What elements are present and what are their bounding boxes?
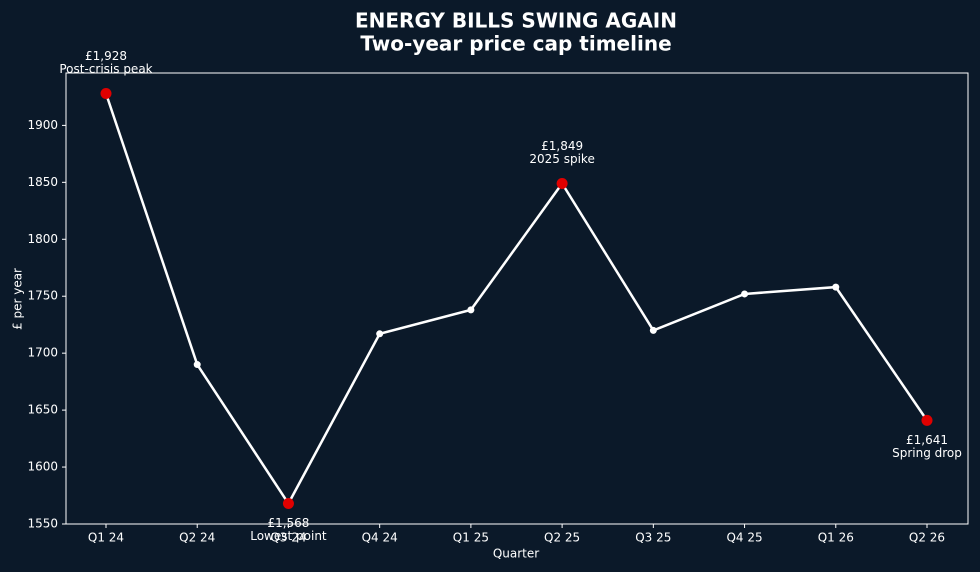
marker	[193, 361, 201, 369]
marker	[467, 306, 475, 314]
annotation-value: £1,928	[85, 49, 127, 63]
highlight-marker	[282, 498, 294, 509]
y-tick-label: 1800	[27, 232, 58, 246]
annotation-text: Lowest point	[250, 529, 327, 543]
x-tick-label: Q3 24	[270, 531, 306, 545]
annotation-text: Post-crisis peak	[59, 62, 152, 76]
chart-title: ENERGY BILLS SWING AGAIN	[355, 9, 677, 33]
annotation-text: Spring drop	[892, 446, 962, 460]
annotation-text: 2025 spike	[529, 152, 594, 166]
x-tick-label: Q1 24	[88, 531, 124, 545]
annotation-value: £1,641	[906, 433, 948, 447]
marker	[376, 330, 384, 338]
x-axis-label: Quarter	[493, 547, 539, 561]
y-tick-label: 1650	[27, 403, 58, 417]
y-tick-label: 1900	[27, 118, 58, 132]
annotation-value: £1,568	[267, 516, 309, 530]
x-tick-label: Q1 25	[453, 531, 489, 545]
y-tick-label: 1750	[27, 289, 58, 303]
marker	[649, 326, 657, 334]
plot-frame	[65, 72, 969, 525]
y-axis-label: £ per year	[11, 268, 25, 330]
y-tick-label: 1550	[27, 517, 58, 531]
highlight-marker	[921, 414, 933, 426]
chart-subtitle: Two-year price cap timeline	[360, 32, 671, 56]
x-tick-label: Q3 25	[635, 531, 671, 545]
x-tick-label: Q2 25	[544, 531, 580, 545]
y-tick-label: 1700	[27, 346, 58, 360]
annotation-value: £1,849	[541, 139, 583, 153]
highlight-marker	[100, 88, 112, 99]
y-tick-label: 1600	[27, 460, 58, 474]
marker	[832, 283, 840, 291]
highlight-marker	[556, 177, 568, 189]
x-tick-label: Q1 26	[818, 531, 854, 545]
x-tick-label: Q2 24	[179, 531, 215, 545]
x-tick-label: Q2 26	[909, 531, 945, 545]
x-tick-label: Q4 24	[362, 531, 398, 545]
y-tick-label: 1850	[27, 175, 58, 189]
marker	[741, 290, 749, 298]
x-tick-label: Q4 25	[726, 531, 762, 545]
line	[104, 93, 929, 506]
